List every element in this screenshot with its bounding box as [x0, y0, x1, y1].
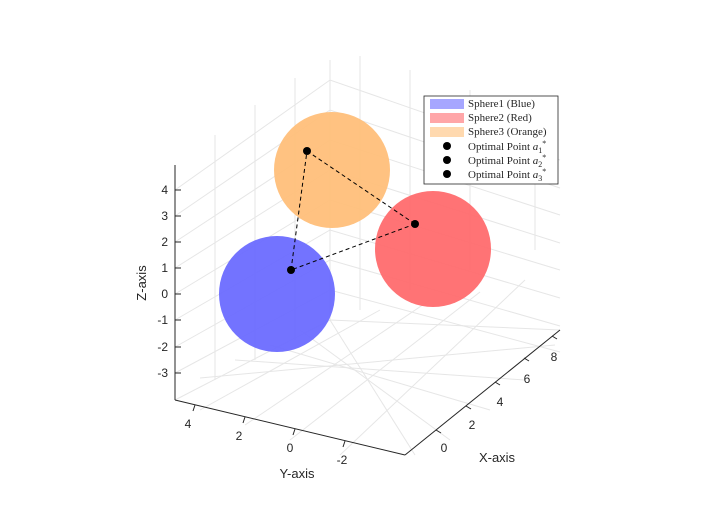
z-tick-label: -3 — [157, 366, 168, 380]
x-axis-label: X-axis — [479, 450, 516, 465]
z-tick-label: -2 — [157, 340, 168, 354]
legend-marker-optimal-point-3 — [443, 170, 451, 178]
sphere-orange — [274, 112, 390, 228]
z-tick-label: -1 — [157, 313, 168, 327]
legend-swatch-sphere2 — [430, 113, 464, 123]
legend-marker-optimal-point-1 — [443, 142, 451, 150]
y-tick-label: 4 — [185, 417, 192, 431]
legend-label-sphere1: Sphere1 (Blue) — [468, 98, 535, 110]
sphere-blue — [219, 236, 335, 352]
y-tick-label: -2 — [337, 453, 348, 467]
z-tick-label: 2 — [161, 235, 168, 249]
z-tick-label: 3 — [161, 209, 168, 223]
z-tick-label: 1 — [161, 261, 168, 275]
legend-label-optimal-point-2: Optimal Point a2* — [468, 153, 546, 169]
legend-label-optimal-point-3: Optimal Point a3* — [468, 167, 546, 183]
x-axis-line — [404, 329, 561, 456]
x-tick-label: 6 — [524, 372, 531, 386]
legend-label-optimal-point-1: Optimal Point a1* — [468, 139, 546, 155]
x-tick-label: 4 — [497, 395, 504, 409]
legend-swatch-sphere1 — [430, 99, 464, 109]
legend-label-sphere3: Sphere3 (Orange) — [468, 126, 547, 138]
y-ticks: 4 2 0 -2 — [185, 404, 348, 467]
y-axis-line — [174, 399, 406, 456]
legend: Sphere1 (Blue) Sphere2 (Red) Sphere3 (Or… — [423, 95, 559, 185]
legend-label-sphere2: Sphere2 (Red) — [468, 112, 532, 124]
z-ticks: 4 3 2 1 0 -1 -2 -3 — [157, 183, 181, 380]
x-tick-label: 0 — [441, 441, 448, 455]
legend-swatch-sphere3 — [430, 127, 464, 137]
optimal-point-2 — [411, 220, 419, 228]
y-tick-label: 2 — [236, 429, 243, 443]
y-axis-label: Y-axis — [280, 466, 315, 481]
optimal-point-connections — [290, 150, 416, 271]
z-tick-label: 0 — [161, 287, 168, 301]
x-tick-label: 8 — [551, 350, 558, 364]
optimal-point-1 — [303, 147, 311, 155]
legend-marker-optimal-point-2 — [443, 156, 451, 164]
y-tick-label: 0 — [287, 441, 294, 455]
z-tick-label: 4 — [161, 183, 168, 197]
x-tick-label: 2 — [469, 418, 476, 432]
sphere-red — [375, 191, 491, 307]
z-axis-label: Z-axis — [134, 265, 149, 301]
optimal-point-3 — [287, 266, 295, 274]
x-ticks: 0 2 4 6 8 — [435, 335, 558, 455]
